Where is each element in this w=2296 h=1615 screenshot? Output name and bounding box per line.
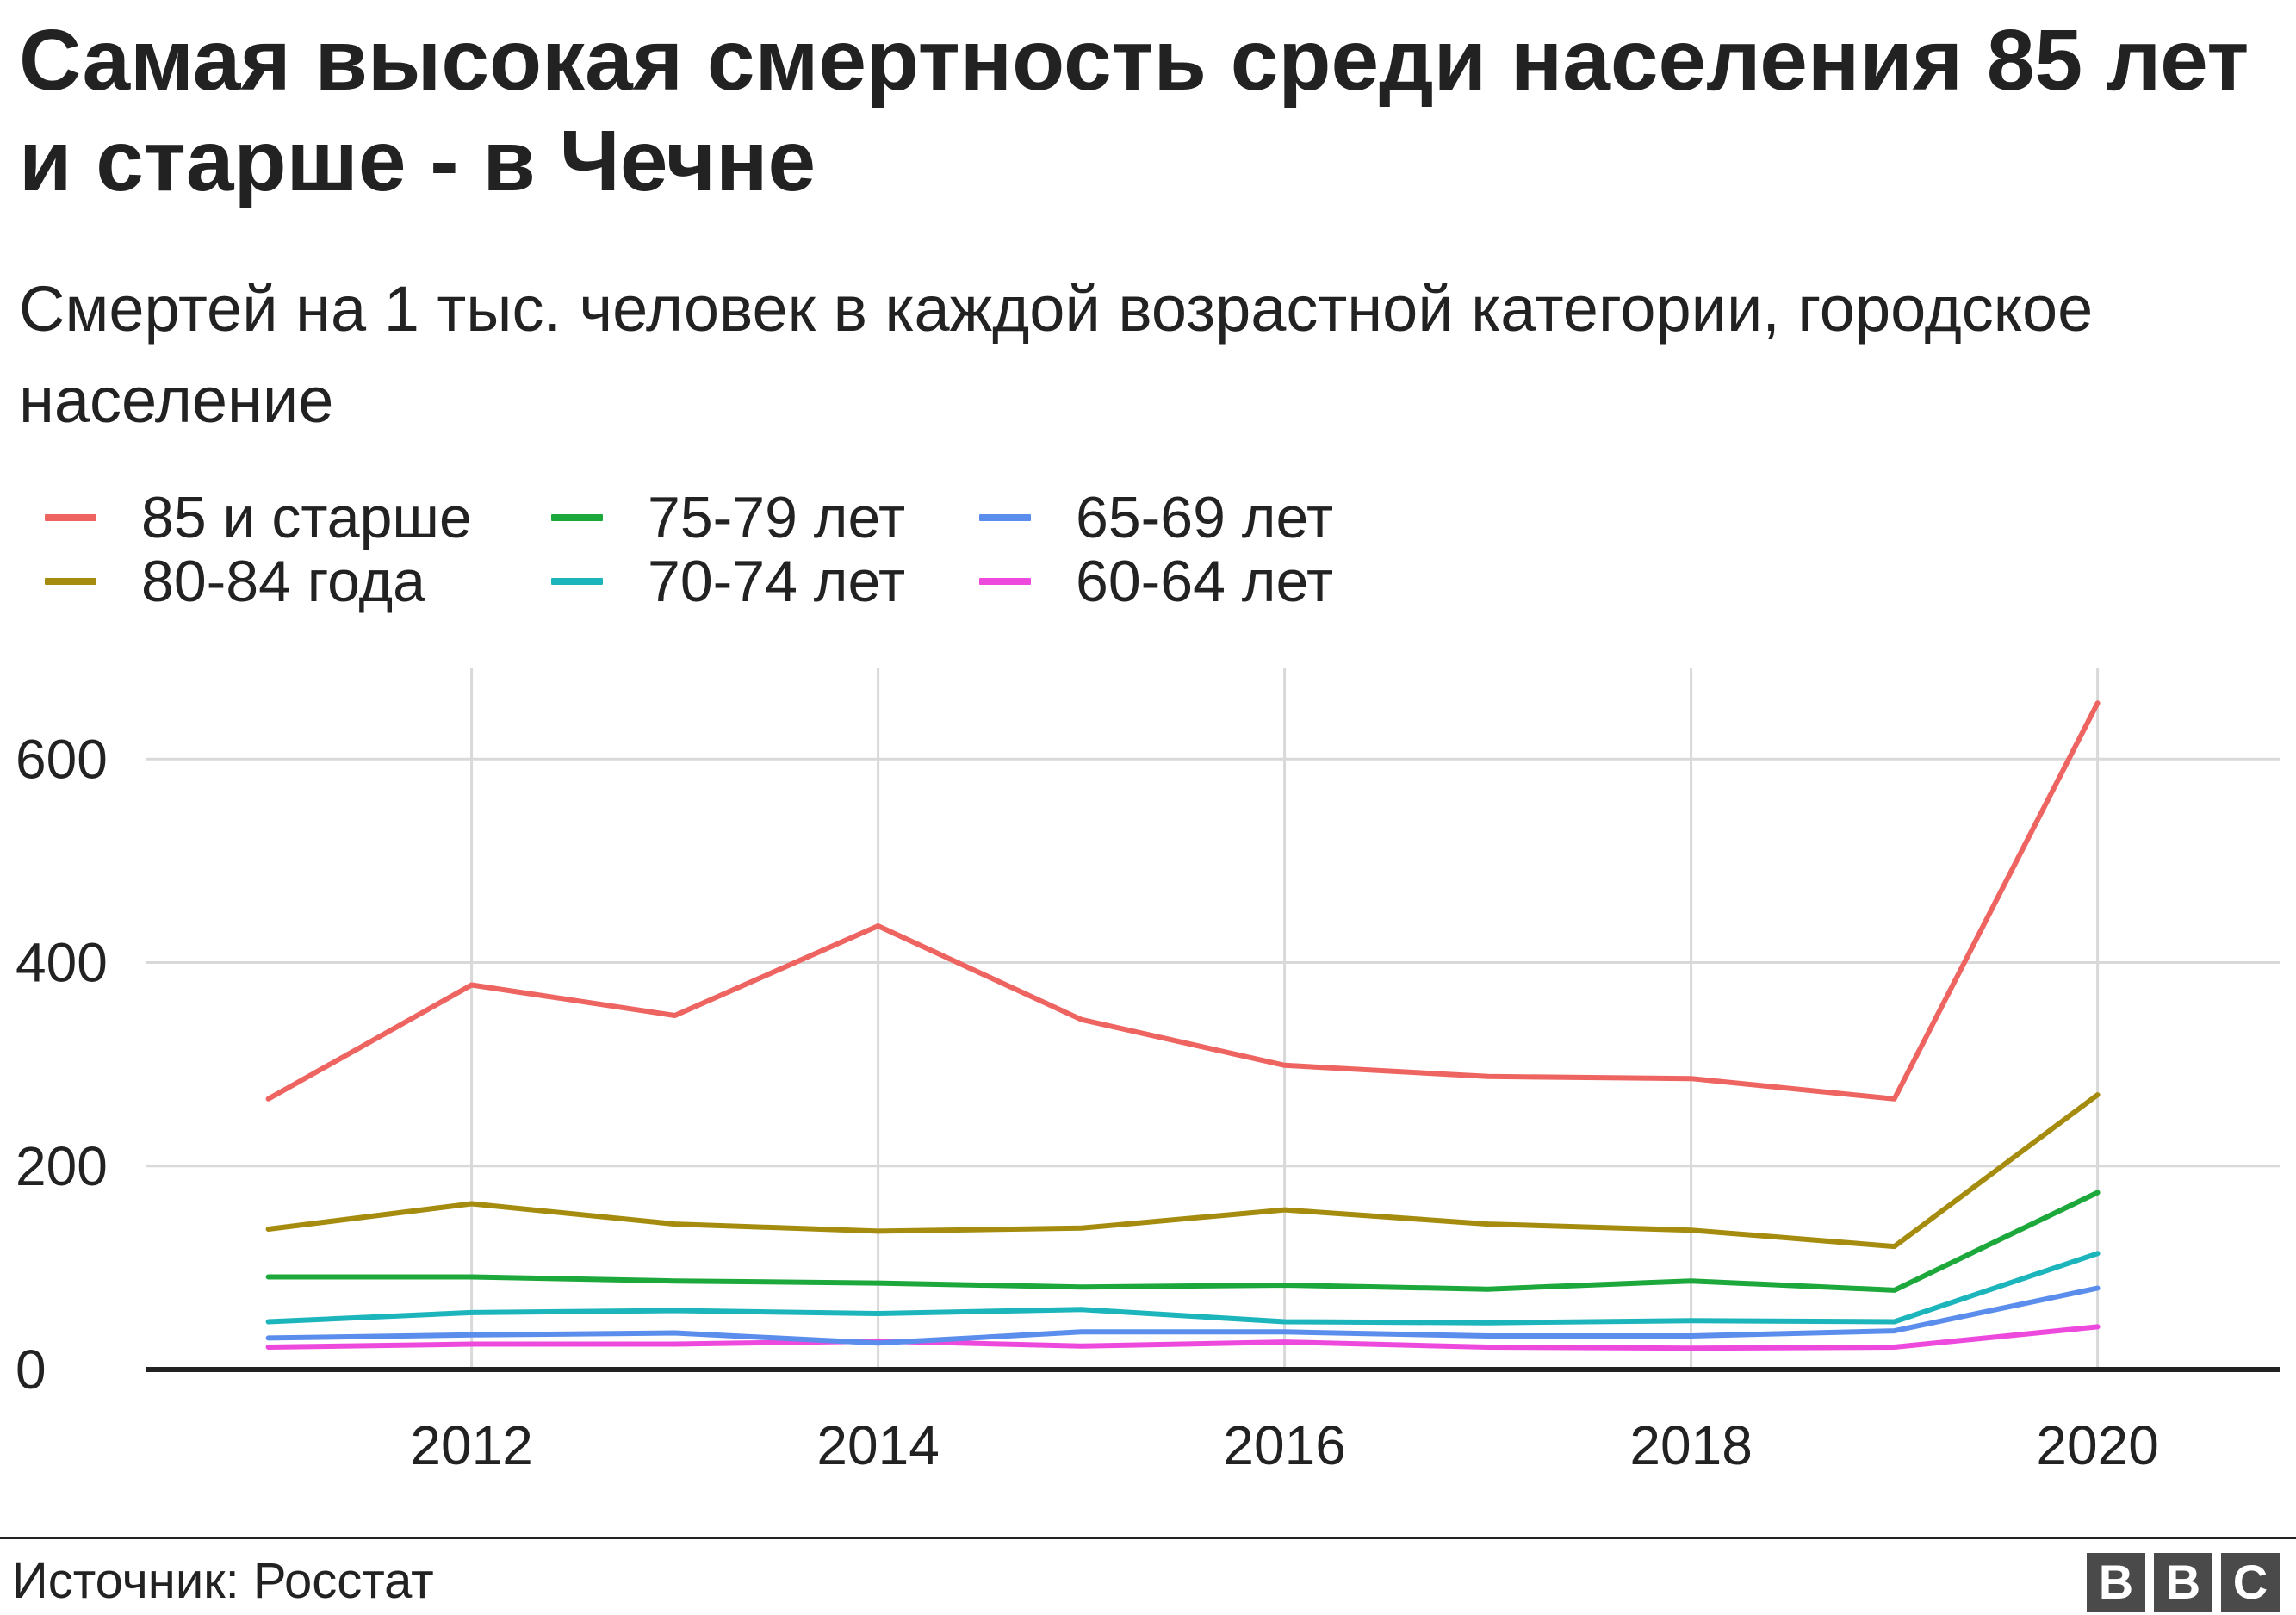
legend-label: 75-79 лет <box>648 485 906 550</box>
series-line <box>265 1190 2101 1293</box>
series-line <box>265 1324 2101 1351</box>
legend-item: 75-79 лет <box>551 486 905 550</box>
x-tick-label: 2012 <box>410 1414 532 1476</box>
bbc-logo-letter: B <box>2087 1553 2145 1612</box>
x-tick-label: 2018 <box>1629 1414 1752 1476</box>
footer-divider <box>0 1537 2296 1539</box>
legend-swatch <box>979 578 1031 585</box>
legend-swatch <box>551 578 603 585</box>
x-tick-label: 2020 <box>2036 1414 2158 1476</box>
legend-item: 80-84 года <box>45 550 425 613</box>
legend-label: 65-69 лет <box>1076 485 1334 550</box>
series-line <box>265 1285 2101 1346</box>
legend-swatch <box>45 514 96 521</box>
legend-item: 70-74 лет <box>551 550 905 613</box>
series-line <box>265 1092 2101 1250</box>
bbc-logo: B B C <box>2087 1553 2280 1612</box>
legend-label: 80-84 года <box>141 549 425 614</box>
legend-item: 85 и старше <box>45 486 472 550</box>
y-tick-label: 600 <box>16 728 108 790</box>
x-tick-label: 2014 <box>816 1414 939 1476</box>
legend-swatch <box>979 514 1031 521</box>
legend-label: 85 и старше <box>141 485 472 550</box>
legend-item: 65-69 лет <box>979 486 1333 550</box>
legend-swatch <box>551 514 603 521</box>
legend-label: 60-64 лет <box>1076 549 1334 614</box>
x-tick-label: 2016 <box>1223 1414 1345 1476</box>
series-line <box>265 1251 2101 1326</box>
chart-legend: 85 и старше 80-84 года 75-79 лет 70-74 лет 6… <box>45 486 1509 624</box>
legend-label: 70-74 лет <box>648 549 906 614</box>
y-tick-label: 200 <box>16 1135 108 1197</box>
series-line <box>265 700 2101 1102</box>
y-tick-label: 0 <box>16 1339 47 1401</box>
bbc-logo-letter: C <box>2221 1553 2280 1612</box>
y-tick-label: 400 <box>16 932 108 994</box>
source-note: Источник: Росстат <box>12 1553 434 1609</box>
chart-title: Самая высокая смертность среди населения… <box>19 12 2249 209</box>
chart-subtitle: Смертей на 1 тыс. человек в каждой возра… <box>19 273 2094 436</box>
line-chart: 0 200 400 600 2012 2014 2016 2018 2020 <box>16 668 2280 1476</box>
bbc-logo-letter: B <box>2154 1553 2212 1612</box>
legend-swatch <box>45 578 96 585</box>
legend-item: 60-64 лет <box>979 550 1333 613</box>
